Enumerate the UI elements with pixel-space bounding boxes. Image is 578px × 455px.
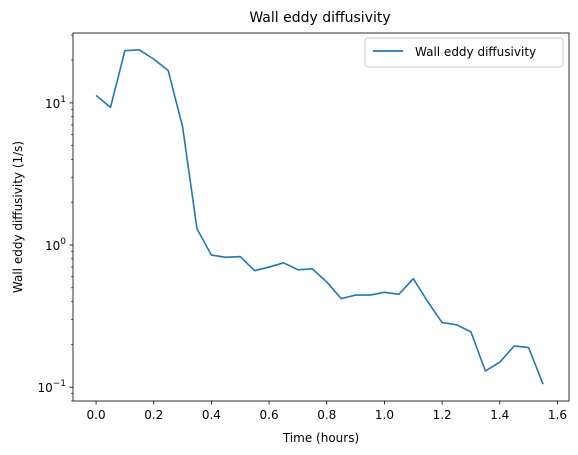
x-tick-label: 1.0 xyxy=(375,408,394,422)
x-tick-label: 0.4 xyxy=(202,408,221,422)
y-axis-label: Wall eddy diffusivity (1/s) xyxy=(11,141,25,293)
y-tick-exponent: 1 xyxy=(60,95,66,105)
x-axis-label: Time (hours) xyxy=(282,431,359,445)
y-tick-label: 10−1 xyxy=(37,379,66,395)
legend: Wall eddy diffusivity xyxy=(364,37,564,68)
y-tick-base: 10 xyxy=(37,381,52,395)
x-tick-label: 1.2 xyxy=(433,408,452,422)
series-line xyxy=(95,49,544,385)
x-tick-label: 0.0 xyxy=(87,408,106,422)
y-tick-base: 10 xyxy=(45,239,60,253)
y-tick-label: 101 xyxy=(45,95,66,111)
legend-box xyxy=(364,37,564,68)
y-tick-exponent: 0 xyxy=(60,237,66,247)
x-tick-label: 1.4 xyxy=(490,408,509,422)
x-tick-label: 0.2 xyxy=(144,408,163,422)
chart-title: Wall eddy diffusivity xyxy=(249,10,390,26)
x-tick-label: 0.8 xyxy=(317,408,336,422)
legend-label: Wall eddy diffusivity xyxy=(415,45,536,59)
x-tick-label: 0.6 xyxy=(260,408,279,422)
plot-frame xyxy=(72,32,570,402)
y-tick-base: 10 xyxy=(45,97,60,111)
series-lines xyxy=(95,49,544,385)
y-tick-label: 100 xyxy=(45,237,66,253)
y-tick-exponent: −1 xyxy=(53,379,66,389)
x-tick-label: 1.6 xyxy=(548,408,567,422)
